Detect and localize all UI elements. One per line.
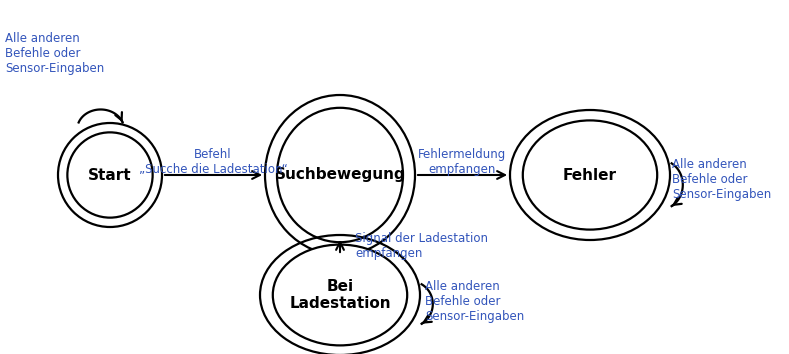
Text: Alle anderen
Befehle oder
Sensor-Eingaben: Alle anderen Befehle oder Sensor-Eingabe…: [672, 158, 772, 201]
Text: Fehler: Fehler: [563, 167, 617, 183]
Text: Signal der Ladestation
empfangen: Signal der Ladestation empfangen: [355, 232, 488, 260]
Ellipse shape: [277, 108, 403, 242]
Text: Suchbewegung: Suchbewegung: [275, 167, 406, 183]
Text: Fehlermeldung
empfangen: Fehlermeldung empfangen: [418, 148, 506, 176]
Text: Befehl
„Sucche die Ladestation“: Befehl „Sucche die Ladestation“: [139, 148, 287, 176]
Ellipse shape: [273, 245, 407, 346]
Ellipse shape: [67, 132, 152, 218]
Text: Alle anderen
Befehle oder
Sensor-Eingaben: Alle anderen Befehle oder Sensor-Eingabe…: [5, 32, 104, 75]
Text: Start: Start: [88, 167, 132, 183]
Text: Bei
Ladestation: Bei Ladestation: [290, 279, 391, 311]
Ellipse shape: [523, 120, 657, 230]
Text: Alle anderen
Befehle oder
Sensor-Eingaben: Alle anderen Befehle oder Sensor-Eingabe…: [425, 280, 524, 323]
